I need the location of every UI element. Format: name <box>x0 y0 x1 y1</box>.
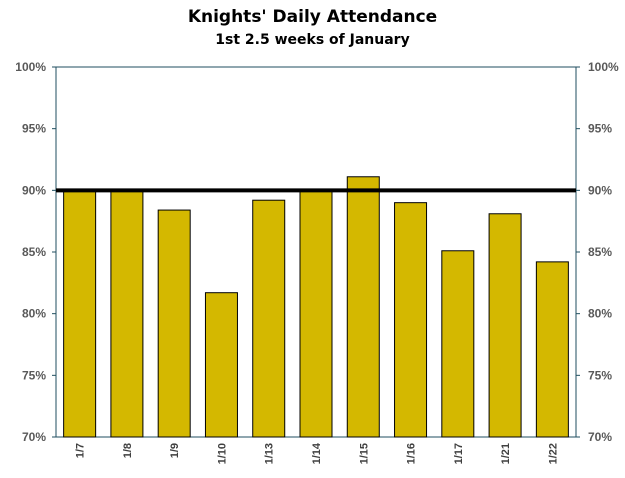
x-category-label: 1/21 <box>500 443 512 464</box>
right-tick-label: 100% <box>588 60 619 74</box>
left-tick-label: 80% <box>22 307 46 321</box>
bar-1-15 <box>346 176 380 438</box>
left-tick-label: 70% <box>22 430 46 444</box>
right-tick-label: 70% <box>588 430 612 444</box>
left-tick-label: 90% <box>22 183 46 197</box>
left-tick-label: 100% <box>15 60 46 74</box>
right-tick-label: 80% <box>588 307 612 321</box>
right-tick-label: 85% <box>588 245 612 259</box>
bar-1-13 <box>252 199 286 438</box>
bar-1-22 <box>535 261 569 438</box>
bar-1-9 <box>157 209 191 438</box>
bar-1-8 <box>110 189 144 438</box>
x-category-label: 1/14 <box>311 442 323 464</box>
x-category-label: 1/8 <box>122 443 134 458</box>
right-tick-label: 95% <box>588 122 612 136</box>
x-category-label: 1/16 <box>406 443 418 464</box>
x-category-label: 1/17 <box>453 443 465 464</box>
chart-title: Knights' Daily Attendance <box>187 7 438 27</box>
chart-subtitle: 1st 2.5 weeks of January <box>215 32 410 48</box>
bar-1-10 <box>204 292 238 438</box>
bar-1-7 <box>63 189 97 438</box>
bar-1-16 <box>394 202 428 438</box>
x-category-label: 1/10 <box>216 443 228 464</box>
left-tick-label: 85% <box>22 245 46 259</box>
right-tick-label: 75% <box>588 368 612 382</box>
bar-1-21 <box>488 213 522 438</box>
x-category-label: 1/15 <box>358 443 370 464</box>
left-tick-label: 95% <box>22 122 46 136</box>
bar-1-17 <box>441 250 475 438</box>
bar-1-14 <box>299 189 333 438</box>
left-tick-label: 75% <box>22 368 46 382</box>
x-category-label: 1/9 <box>169 443 181 458</box>
right-tick-label: 90% <box>588 183 612 197</box>
x-category-label: 1/22 <box>547 443 559 464</box>
x-category-label: 1/7 <box>75 443 87 458</box>
x-category-label: 1/13 <box>264 443 276 464</box>
